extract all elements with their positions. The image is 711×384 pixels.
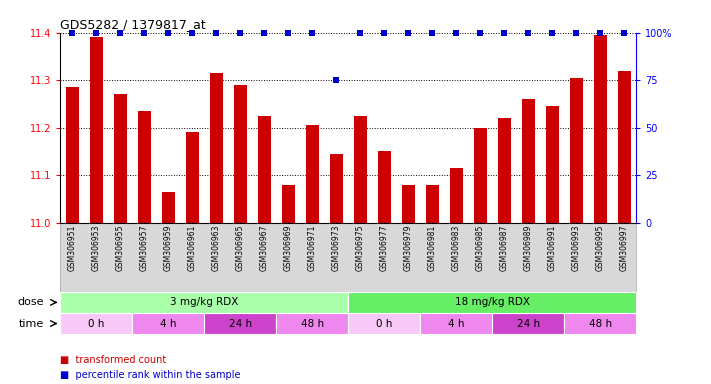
Bar (348, 292, 636, 313)
Text: GSM306997: GSM306997 (620, 225, 629, 271)
Bar (205, 313, 277, 334)
Text: GSM306953: GSM306953 (92, 225, 101, 271)
Bar (618, 71, 631, 223)
Bar (258, 116, 271, 223)
Bar (498, 118, 511, 223)
Text: GSM306985: GSM306985 (476, 225, 485, 271)
Bar (493, 313, 565, 334)
Bar (66, 87, 79, 223)
Text: time: time (18, 318, 43, 329)
Text: GDS5282 / 1379817_at: GDS5282 / 1379817_at (60, 18, 206, 31)
Text: 0 h: 0 h (88, 318, 105, 329)
Text: GSM306979: GSM306979 (404, 225, 413, 271)
Text: ■  transformed count: ■ transformed count (60, 355, 166, 365)
Text: GSM306951: GSM306951 (68, 225, 77, 271)
Bar (354, 116, 367, 223)
Bar (162, 192, 175, 223)
Bar (306, 125, 319, 223)
Bar (522, 99, 535, 223)
Bar (282, 185, 295, 223)
Bar (277, 313, 348, 334)
Text: GSM306961: GSM306961 (188, 225, 197, 271)
Bar (90, 37, 103, 223)
Text: GSM306969: GSM306969 (284, 225, 293, 271)
Text: 3 mg/kg RDX: 3 mg/kg RDX (170, 297, 239, 308)
Text: 48 h: 48 h (301, 318, 324, 329)
Text: GSM306967: GSM306967 (260, 225, 269, 271)
Bar (60, 292, 348, 313)
Text: 4 h: 4 h (448, 318, 464, 329)
Text: GSM306995: GSM306995 (596, 225, 605, 271)
Bar (234, 85, 247, 223)
Text: GSM306993: GSM306993 (572, 225, 581, 271)
Text: GSM306957: GSM306957 (140, 225, 149, 271)
Text: GSM306971: GSM306971 (308, 225, 317, 271)
Text: GSM306981: GSM306981 (428, 225, 437, 271)
Text: GSM306983: GSM306983 (452, 225, 461, 271)
Bar (114, 94, 127, 223)
Text: GSM306973: GSM306973 (332, 225, 341, 271)
Text: dose: dose (17, 297, 43, 308)
Bar (450, 168, 463, 223)
Bar (570, 78, 583, 223)
Bar (378, 151, 391, 223)
Bar (132, 313, 205, 334)
Bar (138, 111, 151, 223)
Text: GSM306987: GSM306987 (500, 225, 509, 271)
Bar (565, 313, 636, 334)
Bar (420, 313, 493, 334)
Bar (330, 154, 343, 223)
Text: GSM306963: GSM306963 (212, 225, 221, 271)
Text: GSM306989: GSM306989 (524, 225, 533, 271)
Bar (474, 128, 487, 223)
Text: 48 h: 48 h (589, 318, 612, 329)
Bar (546, 106, 559, 223)
Text: GSM306955: GSM306955 (116, 225, 125, 271)
Text: GSM306991: GSM306991 (548, 225, 557, 271)
Bar (210, 73, 223, 223)
Text: ■  percentile rank within the sample: ■ percentile rank within the sample (60, 370, 241, 380)
Text: GSM306965: GSM306965 (236, 225, 245, 271)
Text: 4 h: 4 h (160, 318, 176, 329)
Bar (60, 313, 132, 334)
Text: GSM306975: GSM306975 (356, 225, 365, 271)
Text: GSM306977: GSM306977 (380, 225, 389, 271)
Bar (594, 35, 607, 223)
Bar (186, 132, 199, 223)
Bar (426, 185, 439, 223)
Bar (348, 313, 420, 334)
Text: 24 h: 24 h (229, 318, 252, 329)
Text: GSM306959: GSM306959 (164, 225, 173, 271)
Text: 18 mg/kg RDX: 18 mg/kg RDX (455, 297, 530, 308)
Bar (402, 185, 415, 223)
Text: 0 h: 0 h (376, 318, 392, 329)
Text: 24 h: 24 h (517, 318, 540, 329)
